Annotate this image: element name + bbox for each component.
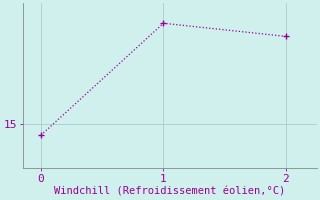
X-axis label: Windchill (Refroidissement éolien,°C): Windchill (Refroidissement éolien,°C)	[54, 187, 285, 197]
